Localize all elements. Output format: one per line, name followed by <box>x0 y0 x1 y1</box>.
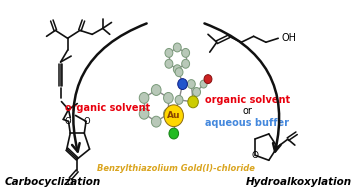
Text: O: O <box>84 117 90 126</box>
Circle shape <box>182 59 190 68</box>
Circle shape <box>173 65 181 74</box>
Text: O: O <box>67 178 74 187</box>
Circle shape <box>165 48 173 57</box>
Circle shape <box>187 80 195 88</box>
Text: or: or <box>242 106 252 116</box>
Text: Carbocyclization: Carbocyclization <box>5 177 101 187</box>
Text: aqueous buffer: aqueous buffer <box>205 118 289 128</box>
Text: Au: Au <box>167 111 180 120</box>
Circle shape <box>193 88 200 96</box>
Circle shape <box>188 96 198 108</box>
Circle shape <box>139 92 149 103</box>
Circle shape <box>139 108 149 119</box>
Circle shape <box>175 68 183 77</box>
Circle shape <box>175 95 183 104</box>
FancyArrowPatch shape <box>204 23 281 152</box>
Circle shape <box>173 43 181 52</box>
Circle shape <box>151 84 161 95</box>
FancyArrowPatch shape <box>72 23 147 152</box>
Circle shape <box>169 128 179 139</box>
Circle shape <box>200 80 207 88</box>
Circle shape <box>151 116 161 127</box>
Circle shape <box>164 105 183 127</box>
Circle shape <box>163 108 173 119</box>
Text: organic solvent: organic solvent <box>64 102 150 112</box>
Text: O: O <box>252 151 258 160</box>
Circle shape <box>165 59 173 68</box>
Text: Hydroalkoxylation: Hydroalkoxylation <box>245 177 351 187</box>
Text: O: O <box>64 117 71 126</box>
Text: Benzylthiazolium Gold(I)-chloride: Benzylthiazolium Gold(I)-chloride <box>96 164 255 173</box>
Text: organic solvent: organic solvent <box>205 95 290 105</box>
Text: OH: OH <box>282 33 297 43</box>
Circle shape <box>182 48 190 57</box>
Circle shape <box>204 75 212 84</box>
Circle shape <box>178 79 187 90</box>
Circle shape <box>163 92 173 103</box>
